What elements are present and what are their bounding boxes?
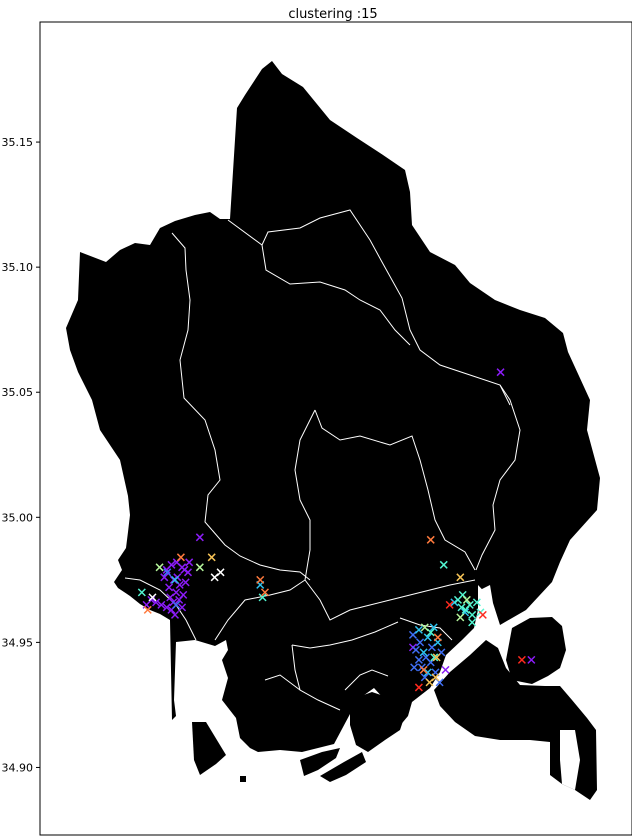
scatter-point bbox=[462, 595, 471, 604]
boundary-line bbox=[264, 674, 301, 691]
boundary-line bbox=[475, 384, 521, 571]
scatter-point bbox=[439, 560, 448, 569]
scatter-point bbox=[181, 578, 190, 587]
scatter-point bbox=[155, 563, 164, 572]
scatter-point bbox=[423, 633, 432, 642]
scatter-point bbox=[195, 563, 204, 572]
boundary-line bbox=[344, 669, 389, 691]
scatter-point bbox=[419, 665, 428, 674]
scatter-point bbox=[496, 368, 505, 377]
scatter-point bbox=[416, 638, 425, 647]
boundary-line bbox=[261, 244, 411, 346]
scatter-point bbox=[468, 610, 477, 619]
scatter-point bbox=[419, 648, 428, 657]
boundary-line bbox=[399, 617, 453, 641]
river-inlet bbox=[474, 585, 492, 640]
district-boundaries bbox=[124, 209, 521, 711]
scatter-point bbox=[441, 665, 450, 674]
scatter-point bbox=[176, 553, 185, 562]
scatter-point bbox=[160, 573, 169, 582]
boundary-line bbox=[124, 577, 197, 641]
scatter-point bbox=[414, 655, 423, 664]
y-tick-label: 35.15 bbox=[2, 136, 34, 149]
scatter-point bbox=[465, 600, 474, 609]
scatter-point bbox=[143, 605, 152, 614]
scatter-point bbox=[210, 573, 219, 582]
y-tick-label: 34.95 bbox=[2, 636, 34, 649]
harbor-notch bbox=[560, 730, 580, 790]
y-tick-label: 35.00 bbox=[2, 511, 34, 524]
scatter-point bbox=[207, 553, 216, 562]
map-pier-2 bbox=[300, 748, 340, 776]
scatter-point bbox=[478, 610, 487, 619]
scatter-point bbox=[162, 603, 171, 612]
scatter-point bbox=[152, 598, 161, 607]
chart-title: clustering :15 bbox=[288, 7, 377, 22]
boundary-line bbox=[227, 209, 511, 406]
scatter-point bbox=[432, 653, 441, 662]
scatter-point bbox=[411, 645, 420, 654]
scatter-point bbox=[468, 618, 477, 627]
scatter-point bbox=[414, 625, 423, 634]
scatter-point bbox=[170, 575, 180, 584]
scatter-point bbox=[414, 683, 423, 692]
scatter-point bbox=[445, 600, 454, 609]
scatter-point bbox=[433, 633, 442, 642]
scatter-points bbox=[137, 368, 536, 692]
scatter-point bbox=[527, 655, 536, 664]
scatter-point bbox=[175, 595, 184, 604]
scatter-point bbox=[163, 568, 172, 577]
scatter-point bbox=[137, 588, 146, 597]
map-east-region bbox=[506, 617, 566, 684]
scatter-point bbox=[456, 573, 465, 582]
scatter-point bbox=[180, 565, 189, 574]
map-islet bbox=[240, 776, 246, 782]
plot-area bbox=[39, 21, 632, 836]
map-regions bbox=[66, 61, 600, 800]
scatter-point bbox=[172, 600, 181, 609]
boundary-line bbox=[211, 529, 311, 581]
scatter-point bbox=[170, 610, 180, 619]
boundary-line bbox=[214, 409, 316, 641]
scatter-point bbox=[431, 673, 440, 682]
water-features bbox=[474, 585, 580, 790]
map-pier-3 bbox=[320, 752, 366, 782]
scatter-point bbox=[258, 593, 267, 602]
scatter-point bbox=[426, 535, 435, 544]
scatter-point bbox=[166, 593, 175, 602]
scatter-point bbox=[165, 583, 174, 592]
scatter-point bbox=[457, 603, 466, 612]
y-tick-label: 35.10 bbox=[2, 261, 34, 274]
scatter-point bbox=[148, 593, 157, 602]
y-axis: 34.90 34.95 35.00 35.05 35.10 35.15 bbox=[2, 136, 40, 774]
scatter-point bbox=[185, 558, 194, 567]
scatter-point bbox=[178, 603, 187, 612]
boundary-line bbox=[314, 409, 476, 571]
scatter-point bbox=[260, 588, 269, 597]
y-tick-label: 35.05 bbox=[2, 386, 34, 399]
map-bay-island bbox=[350, 692, 406, 752]
scatter-point bbox=[430, 653, 439, 662]
scatter-point bbox=[420, 623, 429, 632]
scatter-point bbox=[456, 613, 465, 622]
boundary-line bbox=[291, 621, 399, 649]
scatter-point bbox=[157, 600, 166, 609]
scatter-point bbox=[423, 668, 432, 677]
boundary-line bbox=[171, 232, 221, 531]
scatter-point bbox=[410, 663, 419, 672]
scatter-point bbox=[195, 533, 204, 542]
scatter-point bbox=[472, 598, 481, 607]
map-southeast-region bbox=[434, 640, 597, 800]
scatter-point bbox=[167, 560, 176, 569]
boundary-line bbox=[304, 579, 476, 621]
scatter-point bbox=[429, 623, 438, 632]
map-main-landmass bbox=[66, 61, 600, 752]
scatter-point bbox=[517, 655, 526, 664]
map-pier-1 bbox=[192, 722, 226, 775]
y-tick-label: 34.90 bbox=[2, 761, 34, 774]
scatter-point bbox=[256, 575, 265, 584]
